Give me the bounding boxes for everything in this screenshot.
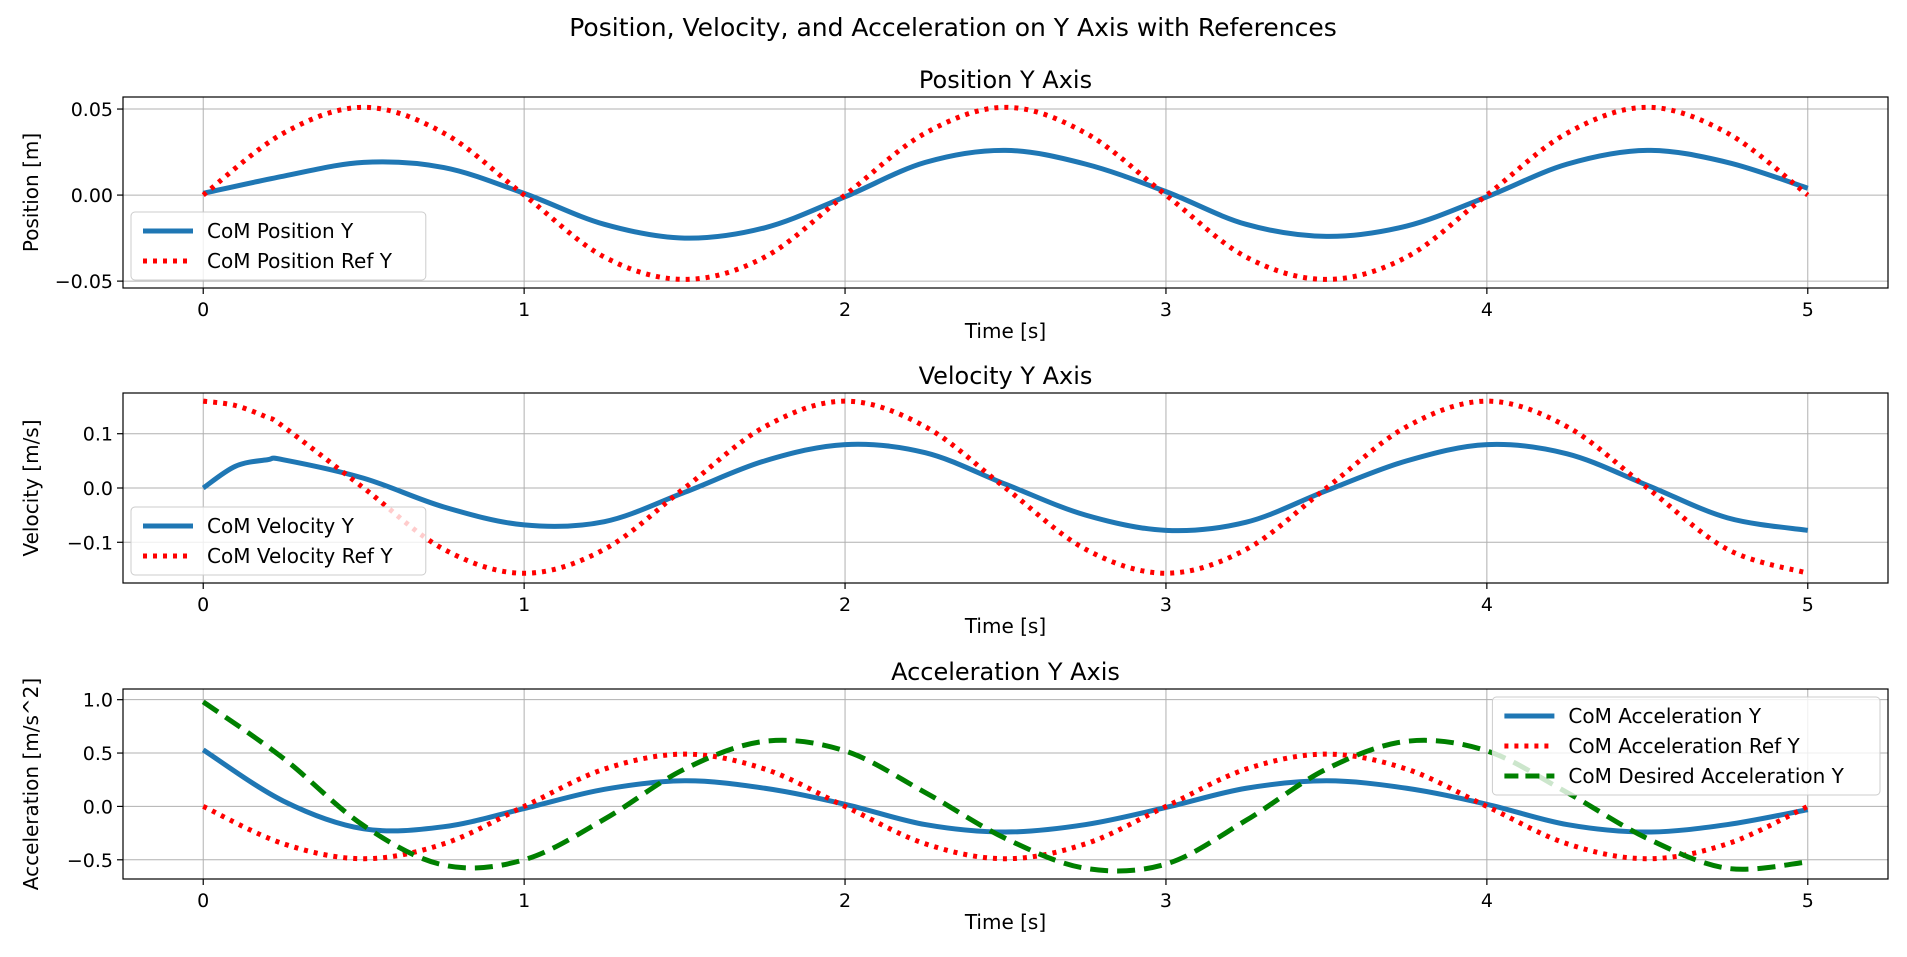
legend-box — [130, 211, 427, 281]
series-group — [201, 398, 1809, 576]
x-tick-label: 2 — [839, 594, 851, 616]
legend-label: CoM Desired Acceleration Y — [1568, 764, 1844, 788]
legend: CoM Acceleration Y CoM Acceleration Ref Y… — [1491, 696, 1881, 796]
x-tick-label: 0 — [197, 594, 209, 616]
axes-frame — [122, 96, 1889, 289]
axes-title: Position Y Axis — [919, 66, 1092, 94]
axes-title: Velocity Y Axis — [919, 362, 1093, 390]
x-tick-label: 1 — [518, 594, 530, 616]
x-tick-label: 2 — [839, 299, 851, 321]
legend-label: CoM Acceleration Y — [1568, 704, 1761, 728]
y-tick-label: 0.05 — [71, 99, 113, 121]
x-tick-label: 0 — [197, 890, 209, 912]
velocity-axes: 0 1 2 3 4 5 −0.1 0.0 0.1 Velocity Y Axis Time [s] V… — [19, 362, 1889, 638]
series-line — [202, 751, 1809, 862]
x-tick-label: 4 — [1481, 299, 1493, 321]
x-tick-label: 3 — [1160, 299, 1172, 321]
axes-frame — [122, 688, 1889, 880]
position-axes: 0 1 2 3 4 5 −0.05 0.00 0.05 Position Y Axis Time [… — [19, 66, 1889, 343]
y-tick-label: −0.05 — [55, 271, 113, 293]
axes-title: Acceleration Y Axis — [891, 658, 1120, 686]
legend-label: CoM Acceleration Ref Y — [1568, 734, 1800, 758]
y-tick-label: −0.5 — [67, 850, 113, 872]
y-tick-label: 0.0 — [83, 796, 113, 818]
figure-suptitle: Position, Velocity, and Acceleration on … — [569, 13, 1337, 42]
x-axis-label: Time [s] — [964, 614, 1046, 638]
series-line — [202, 398, 1809, 576]
x-axis-label: Time [s] — [964, 319, 1046, 343]
series-line — [202, 147, 1809, 241]
legend-label: CoM Position Ref Y — [207, 249, 393, 273]
series-line — [201, 104, 1810, 282]
y-tick-label: 0.5 — [83, 743, 113, 765]
legend-label: CoM Position Y — [207, 219, 354, 243]
y-axis-label: Velocity [m/s] — [19, 419, 43, 556]
legend-label: CoM Velocity Y — [207, 514, 355, 538]
x-tick-label: 4 — [1481, 594, 1493, 616]
legend: CoM Velocity Y CoM Velocity Ref Y — [130, 506, 427, 576]
acceleration-axes: 0 1 2 3 4 5 −0.5 0.0 0.5 1.0 Acceleration Y Axis Ti… — [19, 658, 1889, 934]
y-axis-label: Position [m] — [19, 133, 43, 252]
y-tick-label: 1.0 — [83, 690, 113, 712]
y-tick-label: −0.1 — [67, 532, 113, 554]
x-axis-label: Time [s] — [964, 910, 1046, 934]
series-group — [201, 104, 1810, 282]
x-tick-label: 5 — [1802, 594, 1814, 616]
x-tick-label: 1 — [518, 890, 530, 912]
x-tick-label: 4 — [1481, 890, 1493, 912]
x-tick-label: 2 — [839, 890, 851, 912]
x-tick-label: 3 — [1160, 594, 1172, 616]
x-tick-label: 3 — [1160, 890, 1172, 912]
y-tick-label: 0.00 — [71, 185, 113, 207]
legend-box — [1491, 696, 1881, 796]
legend-box — [130, 506, 427, 576]
x-tick-label: 1 — [518, 299, 530, 321]
x-tick-label: 5 — [1802, 890, 1814, 912]
series-line — [201, 747, 1809, 835]
y-tick-label: 0.1 — [83, 424, 113, 446]
legend-label: CoM Velocity Ref Y — [207, 544, 393, 568]
legend: CoM Position Y CoM Position Ref Y — [130, 211, 427, 281]
x-tick-label: 5 — [1802, 299, 1814, 321]
series-line — [201, 441, 1809, 534]
y-axis-label: Acceleration [m/s^2] — [19, 678, 43, 890]
y-tick-label: 0.0 — [83, 478, 113, 500]
x-tick-label: 0 — [197, 299, 209, 321]
